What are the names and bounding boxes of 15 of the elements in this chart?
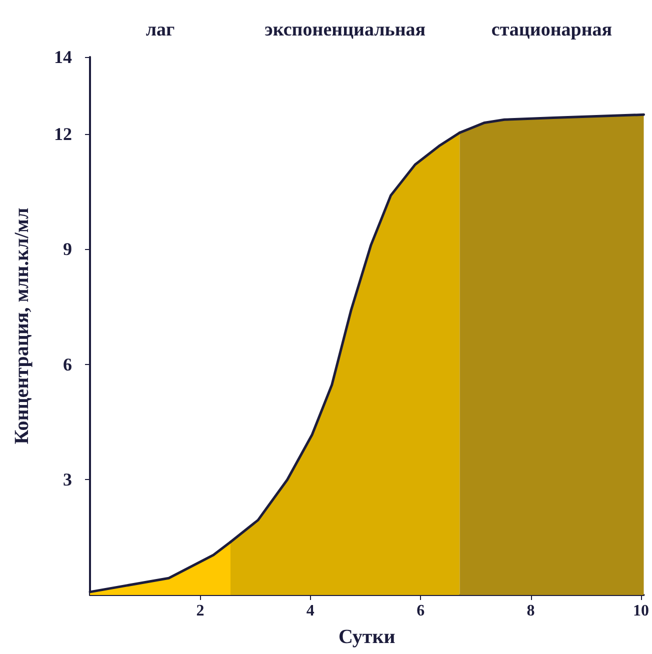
y-tick-label: 6 [63, 354, 72, 374]
y-tick-label: 9 [63, 239, 72, 260]
x-tick-label: 8 [526, 602, 535, 620]
y-tick-label: 12 [54, 124, 72, 144]
text: стационарная [491, 20, 612, 40]
x-tick-label: 10 [633, 602, 649, 620]
y-axis-title: Концентрация, млн.кл/мл [11, 208, 33, 444]
x-tick-label: 6 [416, 602, 425, 620]
y-tick-label: 3 [63, 470, 72, 490]
text: лаг [146, 20, 176, 40]
text: экспоненциальная [264, 20, 426, 40]
x-tick-label: 4 [306, 602, 314, 620]
x-axis-title: Сутки [338, 626, 396, 648]
y-tick-label: 14 [54, 47, 72, 67]
x-tick-label: 2 [196, 602, 204, 620]
